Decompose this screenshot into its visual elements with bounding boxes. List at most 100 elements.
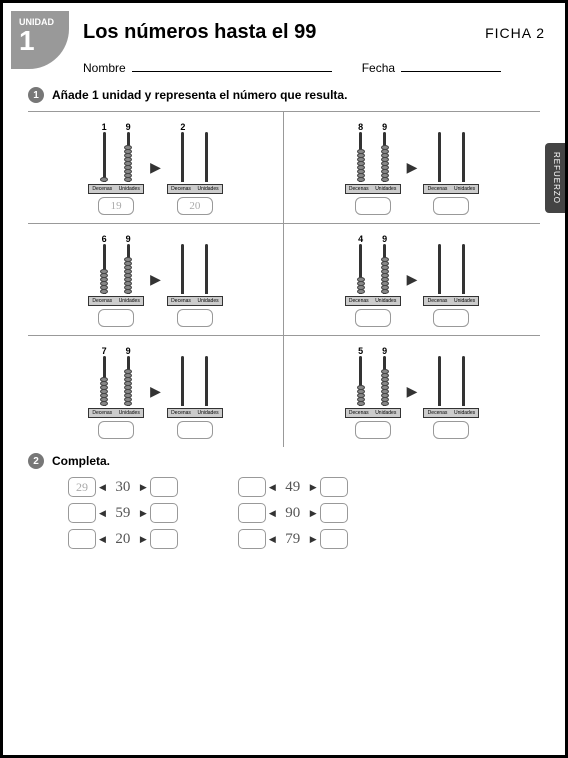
arrow-icon: ▶ — [407, 159, 418, 176]
abacus: DecenasUnidades — [423, 232, 479, 327]
complete-row: 29 ◀ 30 ▶ — [68, 477, 178, 497]
abacus-base: DecenasUnidades — [167, 184, 223, 194]
rod-stick — [127, 132, 130, 182]
after-box[interactable] — [150, 477, 178, 497]
complete-row: ◀ 90 ▶ — [238, 503, 348, 523]
abacus-rod: 9 — [121, 234, 135, 294]
before-box[interactable] — [238, 503, 266, 523]
before-box[interactable] — [238, 529, 266, 549]
answer-box[interactable] — [355, 197, 391, 215]
answer-box[interactable]: 20 — [177, 197, 213, 215]
abacus: 5 9 DecenasUnidades — [345, 344, 401, 439]
instruction-1: Añade 1 unidad y representa el número qu… — [52, 88, 347, 102]
answer-box[interactable] — [433, 309, 469, 327]
rod-stick — [383, 132, 386, 182]
after-box[interactable] — [150, 529, 178, 549]
rod-stick — [205, 244, 208, 294]
abacus-rod: 9 — [378, 122, 392, 182]
abacus-rod: 5 — [354, 346, 368, 406]
answer-box[interactable] — [355, 309, 391, 327]
before-box[interactable] — [238, 477, 266, 497]
name-input-line[interactable] — [132, 58, 332, 72]
answer-box[interactable] — [98, 309, 134, 327]
after-box[interactable] — [150, 503, 178, 523]
answer-box[interactable] — [433, 197, 469, 215]
arrow-icon: ▶ — [150, 383, 161, 400]
abacus: 8 9 DecenasUnidades — [345, 120, 401, 215]
tri-right-icon: ▶ — [140, 534, 147, 545]
abacus-base: DecenasUnidades — [423, 296, 479, 306]
tri-left-icon: ◀ — [269, 508, 276, 519]
answer-box[interactable]: 19 — [98, 197, 134, 215]
answer-box[interactable] — [177, 421, 213, 439]
header: Los números hasta el 99 FICHA 2 Nombre F… — [3, 3, 565, 75]
section-2: 2 Completa. 29 ◀ 30 ▶ ◀ 59 ▶ ◀ 20 ▶ ◀ 49… — [3, 447, 565, 559]
complete-left-column: 29 ◀ 30 ▶ ◀ 59 ▶ ◀ 20 ▶ — [68, 477, 178, 549]
rod-number: 9 — [126, 122, 131, 132]
rod-stick — [103, 132, 106, 182]
arrow-icon: ▶ — [150, 159, 161, 176]
section-bullet-2: 2 — [28, 453, 44, 469]
answer-box[interactable] — [98, 421, 134, 439]
abacus: 4 9 DecenasUnidades — [345, 232, 401, 327]
abacus-base: DecenasUnidades — [423, 184, 479, 194]
before-box[interactable] — [68, 529, 96, 549]
rod-stick — [438, 244, 441, 294]
rod-stick — [181, 132, 184, 182]
rod-number: 1 — [102, 122, 107, 132]
rod-stick — [205, 356, 208, 406]
tri-left-icon: ◀ — [269, 482, 276, 493]
tri-left-icon: ◀ — [99, 534, 106, 545]
abacus-rod — [456, 346, 470, 406]
mid-number: 49 — [279, 479, 307, 496]
rod-number: 4 — [358, 234, 363, 244]
abacus-rod: 8 — [354, 122, 368, 182]
after-box[interactable] — [320, 477, 348, 497]
date-input-line[interactable] — [401, 58, 501, 72]
unit-number: 1 — [19, 27, 69, 55]
answer-box[interactable] — [177, 309, 213, 327]
abacus: DecenasUnidades — [167, 344, 223, 439]
rod-number: 9 — [382, 122, 387, 132]
mid-number: 59 — [109, 505, 137, 522]
abacus-rod — [432, 346, 446, 406]
abacus-base: DecenasUnidades — [345, 296, 401, 306]
abacus-rod: 9 — [378, 234, 392, 294]
abacus-base: DecenasUnidades — [423, 408, 479, 418]
after-box[interactable] — [320, 529, 348, 549]
mid-number: 90 — [279, 505, 307, 522]
ficha-label: FICHA 2 — [485, 25, 545, 41]
name-label: Nombre — [83, 61, 126, 75]
abacus-base: DecenasUnidades — [345, 184, 401, 194]
grid-cell: 8 9 DecenasUnidades ▶ DecenasUnidades — [284, 112, 540, 224]
rod-stick — [383, 356, 386, 406]
abacus-base: DecenasUnidades — [167, 408, 223, 418]
abacus-base: DecenasUnidades — [88, 296, 144, 306]
complete-row: ◀ 59 ▶ — [68, 503, 178, 523]
mid-number: 79 — [279, 531, 307, 548]
rod-number: 9 — [126, 346, 131, 356]
rod-stick — [438, 132, 441, 182]
answer-box[interactable] — [433, 421, 469, 439]
grid-cell: 4 9 DecenasUnidades ▶ DecenasUnidades — [284, 224, 540, 336]
abacus-base: DecenasUnidades — [88, 408, 144, 418]
rod-number: 8 — [358, 122, 363, 132]
abacus: 7 9 DecenasUnidades — [88, 344, 144, 439]
abacus-rod — [432, 122, 446, 182]
before-box[interactable]: 29 — [68, 477, 96, 497]
before-box[interactable] — [68, 503, 96, 523]
mid-number: 20 — [109, 531, 137, 548]
abacus-base: DecenasUnidades — [88, 184, 144, 194]
answer-box[interactable] — [355, 421, 391, 439]
rod-number: 5 — [358, 346, 363, 356]
rod-number: 6 — [102, 234, 107, 244]
rod-stick — [438, 356, 441, 406]
rod-stick — [383, 244, 386, 294]
rod-stick — [103, 356, 106, 406]
rod-stick — [103, 244, 106, 294]
rod-stick — [462, 132, 465, 182]
section-bullet-1: 1 — [28, 87, 44, 103]
after-box[interactable] — [320, 503, 348, 523]
abacus-base: DecenasUnidades — [167, 296, 223, 306]
abacus: 2 DecenasUnidades 20 — [167, 120, 223, 215]
